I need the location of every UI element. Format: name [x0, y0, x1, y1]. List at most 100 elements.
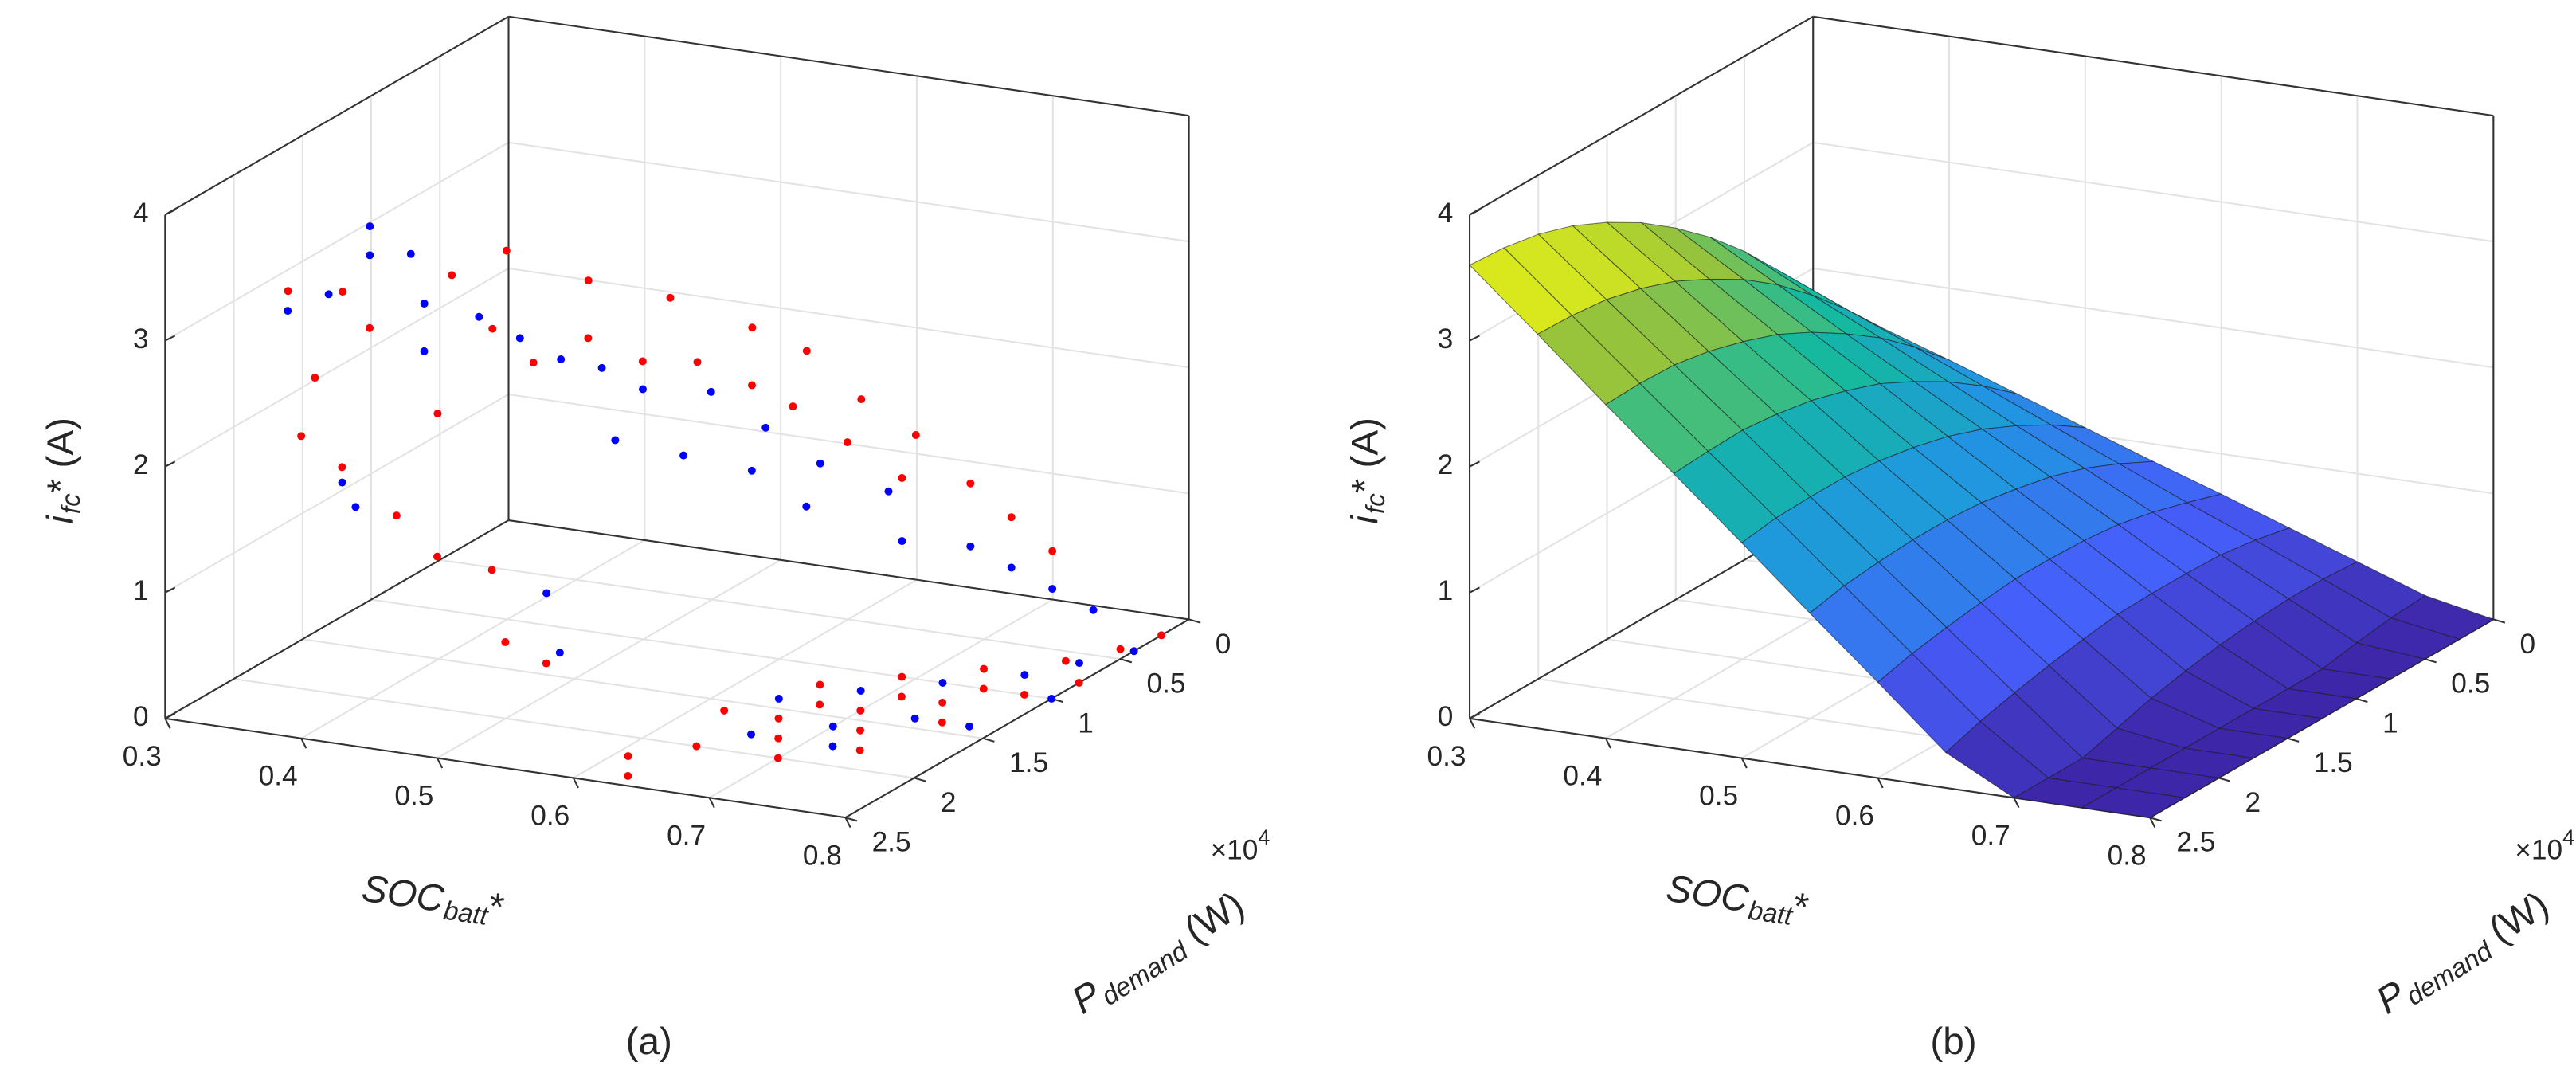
y-tick-label: 0.5	[2451, 668, 2490, 700]
scatter-point	[597, 363, 606, 372]
tick-mark	[1469, 335, 1480, 342]
scatter-point	[542, 659, 550, 668]
tick-mark	[164, 209, 176, 216]
x-tick-label: 0.4	[1563, 761, 1602, 792]
scatter-point	[639, 385, 647, 394]
scatter-point	[938, 698, 947, 707]
scatter-point	[761, 423, 770, 432]
label-suffix: * (A)	[1344, 417, 1386, 493]
y-tick-label: 0	[1216, 629, 1231, 660]
scatter-point	[420, 300, 429, 308]
scatter-point	[748, 323, 757, 332]
grid-line	[370, 598, 1052, 700]
scatter-point	[666, 293, 675, 302]
scatter-point	[502, 246, 511, 255]
surface-patch	[2081, 787, 2186, 818]
scatter-point	[980, 664, 989, 673]
y-axis-exponent: ×104	[2515, 825, 2574, 866]
scatter-point	[707, 387, 715, 396]
scatter-point	[542, 589, 551, 598]
scatter-point	[557, 355, 566, 363]
scatter-point	[1020, 690, 1028, 699]
scatter-point	[720, 706, 729, 715]
y-tick-label: 0.5	[1147, 668, 1186, 700]
scatter-point	[747, 730, 755, 739]
tick-mark	[2424, 658, 2437, 664]
x-tick-label: 0.5	[1699, 781, 1738, 812]
grid-line	[573, 578, 918, 779]
scatter-point	[898, 672, 906, 681]
scatter-point	[338, 463, 346, 472]
tick-mark	[2493, 618, 2506, 624]
scatter-point	[555, 649, 564, 657]
x-tick-label: 0.7	[1971, 820, 2010, 851]
scatter-point	[774, 694, 783, 703]
x-axis-label: SOCbatt*	[1663, 867, 1811, 933]
scatter-point	[611, 436, 620, 445]
exponent-base: ×10	[2515, 835, 2562, 866]
scatter-point	[816, 459, 824, 468]
scatter-point	[773, 754, 782, 762]
scatter-point	[339, 288, 347, 296]
scatter-point	[366, 251, 374, 260]
y-tick-label: 2	[941, 787, 957, 818]
label-main: P	[2369, 973, 2413, 1022]
scatter-point	[1157, 631, 1166, 640]
x-tick-label: 0.6	[530, 801, 570, 832]
tick-mark	[1469, 460, 1480, 468]
scatter-point	[515, 334, 524, 343]
exponent-power: 4	[2562, 825, 2574, 849]
y-tick-label: 2	[2245, 787, 2261, 818]
panel: 0.3 0.4 0.5 0.6 0.7 0.8 0 0.5 1 1.5 2 2.5 0 1 2 3 4 SOCba…	[39, 15, 1270, 1063]
label-main: i	[1344, 515, 1386, 524]
scatter-point	[1116, 645, 1125, 653]
scatter-point	[856, 706, 865, 715]
grid-line	[437, 558, 781, 759]
tick-mark	[2013, 797, 2020, 809]
axis-line	[1813, 15, 2494, 117]
scatter-point	[938, 718, 946, 727]
grid-line	[1813, 267, 2494, 369]
scatter-point	[802, 347, 811, 355]
tick-mark	[164, 718, 171, 729]
label-main: SOC	[359, 867, 447, 920]
z-tick-label: 2	[1438, 449, 1454, 480]
scatter-point	[966, 479, 975, 488]
scatter-point	[843, 438, 851, 447]
tick-mark	[164, 586, 176, 594]
scatter-point	[1007, 513, 1016, 522]
grid-line	[302, 638, 984, 739]
scatter-point	[1129, 647, 1138, 656]
scatter-point	[857, 395, 866, 404]
scatter-point	[816, 680, 824, 689]
y-tick-label: 2.5	[872, 827, 911, 858]
x-tick-label: 0.4	[259, 761, 298, 792]
scatter-point	[802, 502, 811, 511]
grid-line	[164, 267, 510, 468]
scatter-point	[297, 432, 306, 441]
z-tick-label: 0	[133, 701, 149, 732]
scatter-point	[898, 537, 906, 546]
tick-mark	[2355, 697, 2368, 703]
scatter-point	[789, 402, 797, 411]
scatter-point	[855, 746, 864, 754]
axis-line	[508, 15, 1189, 117]
scatter-point	[816, 700, 824, 709]
scatter-point	[748, 381, 756, 390]
scatter-point	[1089, 606, 1098, 614]
label-suffix: * (A)	[39, 417, 81, 493]
scatter-point	[433, 410, 442, 418]
z-axis-label: ifc* (A)	[1344, 417, 1391, 524]
axis-line	[164, 15, 510, 216]
scatter-point	[392, 511, 401, 520]
z-tick-label: 0	[1438, 701, 1454, 732]
scatter-point	[1048, 585, 1057, 594]
label-suffix: *	[1791, 885, 1811, 929]
x-axis-label: SOCbatt*	[358, 867, 507, 933]
axis-line	[165, 717, 846, 819]
axis-line	[844, 618, 1190, 819]
tick-mark	[708, 797, 715, 809]
exponent-power: 4	[1258, 825, 1270, 849]
z-axis-label: ifc* (A)	[39, 417, 86, 524]
